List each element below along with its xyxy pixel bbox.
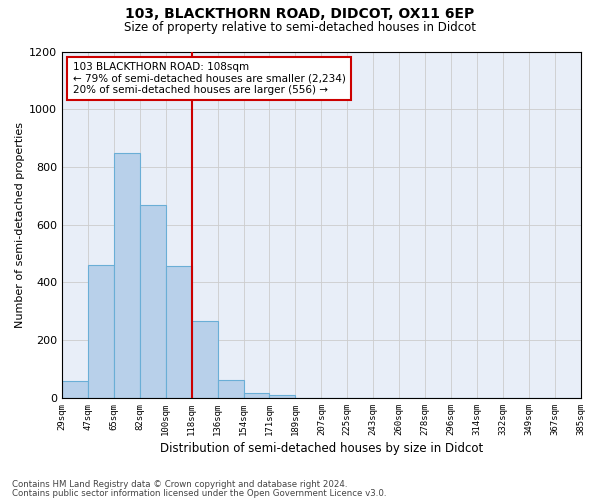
Bar [218, 380, 244, 398]
Text: Contains public sector information licensed under the Open Government Licence v3: Contains public sector information licen… [12, 488, 386, 498]
Text: 103, BLACKTHORN ROAD, DIDCOT, OX11 6EP: 103, BLACKTHORN ROAD, DIDCOT, OX11 6EP [125, 8, 475, 22]
X-axis label: Distribution of semi-detached houses by size in Didcot: Distribution of semi-detached houses by … [160, 442, 483, 455]
Text: Size of property relative to semi-detached houses in Didcot: Size of property relative to semi-detach… [124, 21, 476, 34]
Bar [192, 322, 218, 398]
Text: Contains HM Land Registry data © Crown copyright and database right 2024.: Contains HM Land Registry data © Crown c… [12, 480, 347, 489]
Text: 103 BLACKTHORN ROAD: 108sqm
← 79% of semi-detached houses are smaller (2,234)
20: 103 BLACKTHORN ROAD: 108sqm ← 79% of sem… [73, 62, 346, 95]
Bar [244, 392, 269, 398]
Bar [166, 266, 192, 398]
Bar [114, 152, 140, 398]
Y-axis label: Number of semi-detached properties: Number of semi-detached properties [15, 122, 25, 328]
Bar [140, 205, 166, 398]
Bar [269, 395, 295, 398]
Bar [88, 264, 114, 398]
Bar [62, 381, 88, 398]
